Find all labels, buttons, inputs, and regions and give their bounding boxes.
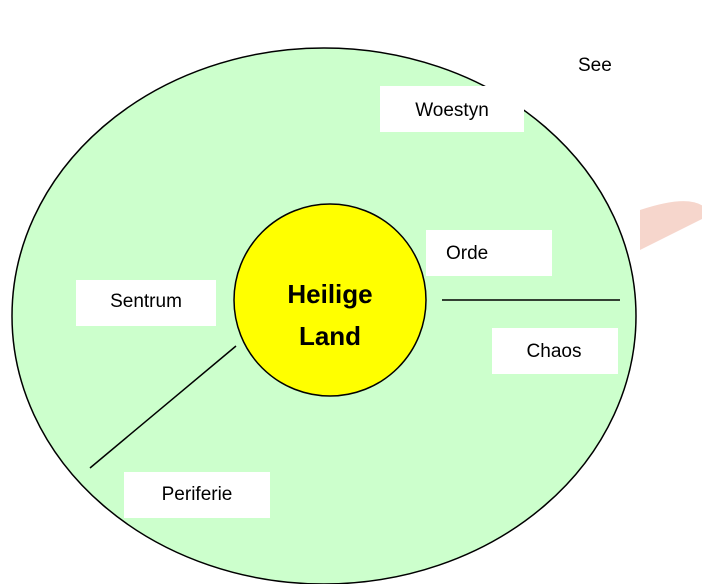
label-box: [76, 280, 216, 326]
label: See: [578, 55, 612, 76]
divider: [89, 345, 237, 469]
label-box: [124, 472, 270, 518]
center-label: Land: [299, 321, 361, 351]
label: Woestyn: [415, 100, 489, 121]
center-circle: [233, 203, 427, 397]
watermark: [640, 201, 702, 250]
label-box: [492, 328, 618, 374]
label-box: [380, 86, 524, 132]
label-box: [426, 230, 552, 276]
label: Sentrum: [110, 291, 182, 312]
label: Chaos: [527, 341, 582, 362]
center-label: Heilige: [287, 279, 372, 309]
label: Orde: [446, 243, 488, 264]
label: Periferie: [162, 484, 233, 505]
